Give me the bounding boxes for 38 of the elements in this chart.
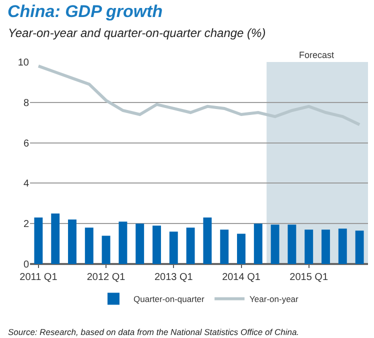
bar [68,220,76,264]
x-tick-label: 2013 Q1 [154,272,194,283]
bar [338,228,347,264]
bar [51,214,60,264]
legend-label: Quarter-on-quarter [134,294,205,304]
x-tick-label: 2012 Q1 [86,272,126,283]
source-note: Source: Research, based on data from the National Statistics Office of China. [8,327,300,337]
y-tick-label: 2 [23,219,30,230]
x-tick-label: 2015 Q1 [290,272,328,283]
x-tick-label: 2014 Q1 [222,272,261,283]
bar [152,226,161,264]
bar [118,222,128,264]
bar [237,234,246,264]
bar [288,224,296,264]
bar [355,230,364,264]
x-tick-label: 2011 Q1 [20,272,58,283]
bar [203,218,212,264]
bar [254,224,262,264]
chart-title: China: GDP growth [7,2,163,21]
bar [34,218,43,264]
y-tick-label: 8 [23,98,30,109]
bar [270,224,280,264]
chart-subtitle: Year-on-year and quarter-on-quarter change (%) [8,26,266,40]
y-tick-label: 0 [23,260,30,270]
bar [136,224,144,264]
bar [169,232,178,264]
bar [84,228,94,264]
text: Forecast [299,50,335,60]
bar [322,230,330,264]
bar [102,236,110,264]
y-tick-label: 6 [23,138,30,150]
legend-label: Year-on-year [250,294,299,304]
bar [186,228,195,264]
line-series [36,64,362,126]
y-tick-label: 4 [23,178,30,190]
bar [304,230,314,264]
bar [220,230,229,264]
y-tick-label: 10 [18,58,30,68]
